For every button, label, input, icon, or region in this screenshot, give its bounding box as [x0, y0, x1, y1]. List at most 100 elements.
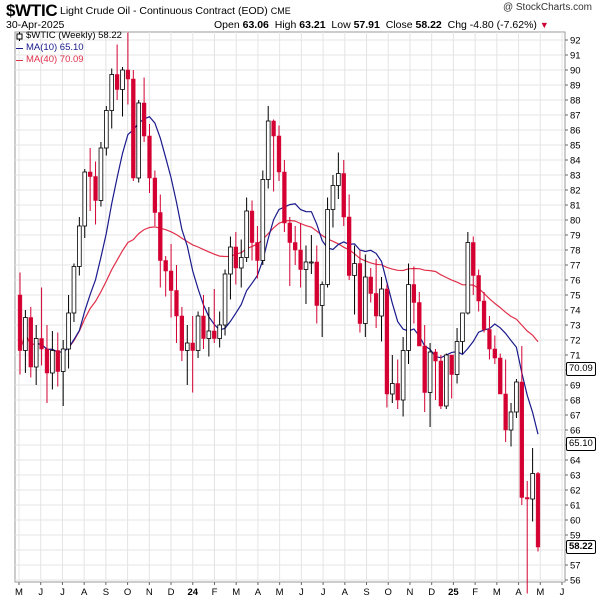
- candle-body: [158, 212, 163, 261]
- high-label: High: [274, 19, 297, 31]
- low-value: 57.91: [353, 19, 380, 31]
- y-tick-label: 78: [570, 246, 581, 257]
- y-tick-label: 81: [570, 201, 581, 212]
- candle-body: [217, 324, 222, 339]
- candle-body: [433, 351, 438, 362]
- x-tick-label: A: [255, 587, 262, 598]
- candle-body: [417, 302, 422, 347]
- candle-body: [255, 242, 260, 261]
- x-tick-label: D: [428, 587, 435, 598]
- y-tick-label: 73: [570, 321, 581, 332]
- candle-body: [271, 120, 276, 137]
- y-tick-label: 63: [570, 471, 581, 482]
- x-tick-label: O: [385, 587, 392, 598]
- candle-body: [195, 315, 201, 351]
- legend-item-ma10: MA(10) 65.10: [16, 42, 122, 54]
- candle-body: [487, 329, 492, 350]
- y-tick-label: 74: [570, 306, 581, 317]
- candle-body: [33, 338, 39, 368]
- open-value: 63.06: [242, 19, 269, 31]
- exchange-name: CME: [270, 6, 291, 16]
- ticker-symbol: $WTIC: [6, 1, 58, 20]
- candle-body: [276, 135, 282, 173]
- candle-body: [244, 210, 249, 258]
- candle-body: [449, 354, 454, 375]
- y-tick-label: 64: [570, 456, 581, 467]
- y-tick-label: 89: [570, 81, 581, 92]
- candle-body: [104, 110, 109, 149]
- y-tick-label: 88: [570, 96, 581, 107]
- candle-body: [535, 473, 541, 548]
- x-tick-label: M: [536, 587, 544, 598]
- candle-body: [190, 342, 195, 351]
- candle-body: [460, 312, 465, 342]
- candle-body: [39, 338, 44, 350]
- candle-body: [438, 360, 444, 407]
- candle-body: [260, 179, 266, 261]
- candle-body: [411, 284, 417, 303]
- candle-body: [222, 273, 228, 326]
- last-price-tag: 58.22: [566, 539, 596, 554]
- legend-item-main: $WTIC (Weekly) 58.22: [16, 30, 122, 42]
- candle-body: [109, 74, 115, 111]
- candle-body: [336, 173, 341, 186]
- candle-body: [82, 171, 88, 227]
- candle-body: [44, 348, 50, 374]
- x-tick-label: J: [299, 587, 304, 598]
- y-tick-label: 82: [570, 186, 581, 197]
- y-tick-label: 87: [570, 111, 581, 122]
- candle-body: [508, 411, 514, 431]
- candle-body: [481, 300, 487, 330]
- candle-body: [309, 261, 314, 264]
- chg-value: -4.80 (-7.62%): [469, 19, 537, 31]
- candle-body: [152, 177, 158, 213]
- candle-body: [136, 102, 141, 179]
- candle-body: [184, 342, 190, 351]
- candle-body: [163, 260, 168, 272]
- x-tick-label: D: [168, 587, 175, 598]
- candle-body: [212, 330, 217, 339]
- candle-body: [179, 315, 185, 351]
- x-tick-label: A: [515, 587, 522, 598]
- plot-frame: [14, 31, 566, 583]
- line-swatch-icon: [16, 59, 23, 61]
- low-label: Low: [331, 19, 351, 31]
- candle-body: [93, 176, 98, 201]
- y-tick-label: 67: [570, 411, 581, 422]
- ma10-line: [36, 115, 539, 435]
- candle-body: [503, 393, 508, 431]
- candle-body: [519, 381, 524, 498]
- ma40-price-tag: 70.09: [566, 361, 596, 376]
- y-tick-label: 85: [570, 141, 581, 152]
- candle-body: [238, 257, 244, 269]
- candle-body: [174, 290, 179, 317]
- candle-body: [347, 216, 352, 276]
- candle-body: [71, 266, 77, 314]
- instrument-name: Light Crude Oil - Continuous Contract (E…: [60, 5, 268, 17]
- x-tick-label: M: [493, 587, 501, 598]
- legend-label-ma40: MA(40) 70.09: [26, 54, 84, 65]
- candle-body: [319, 284, 325, 306]
- x-tick-label: J: [60, 587, 65, 598]
- candle-body: [373, 293, 379, 317]
- candlestick-icon: [16, 31, 23, 41]
- candle-body: [395, 383, 400, 401]
- candle-body: [282, 171, 287, 224]
- candle-body: [249, 210, 255, 243]
- ma40-line: [19, 219, 539, 353]
- candle-body: [114, 74, 120, 90]
- x-tick-label: F: [472, 587, 478, 598]
- chart-legend: $WTIC (Weekly) 58.22 MA(10) 65.10 MA(40)…: [16, 30, 122, 66]
- candle-body: [368, 276, 373, 294]
- y-tick-label: 75: [570, 291, 581, 302]
- x-tick-label: S: [363, 587, 369, 598]
- y-tick-label: 79: [570, 231, 581, 242]
- x-tick-label: M: [232, 587, 240, 598]
- y-tick-label: 86: [570, 126, 581, 137]
- candle-body: [77, 225, 82, 267]
- x-tick-label: O: [124, 587, 131, 598]
- legend-item-ma40: MA(40) 70.09: [16, 54, 122, 66]
- y-tick-label: 56: [570, 576, 581, 587]
- y-tick-label: 61: [570, 501, 581, 512]
